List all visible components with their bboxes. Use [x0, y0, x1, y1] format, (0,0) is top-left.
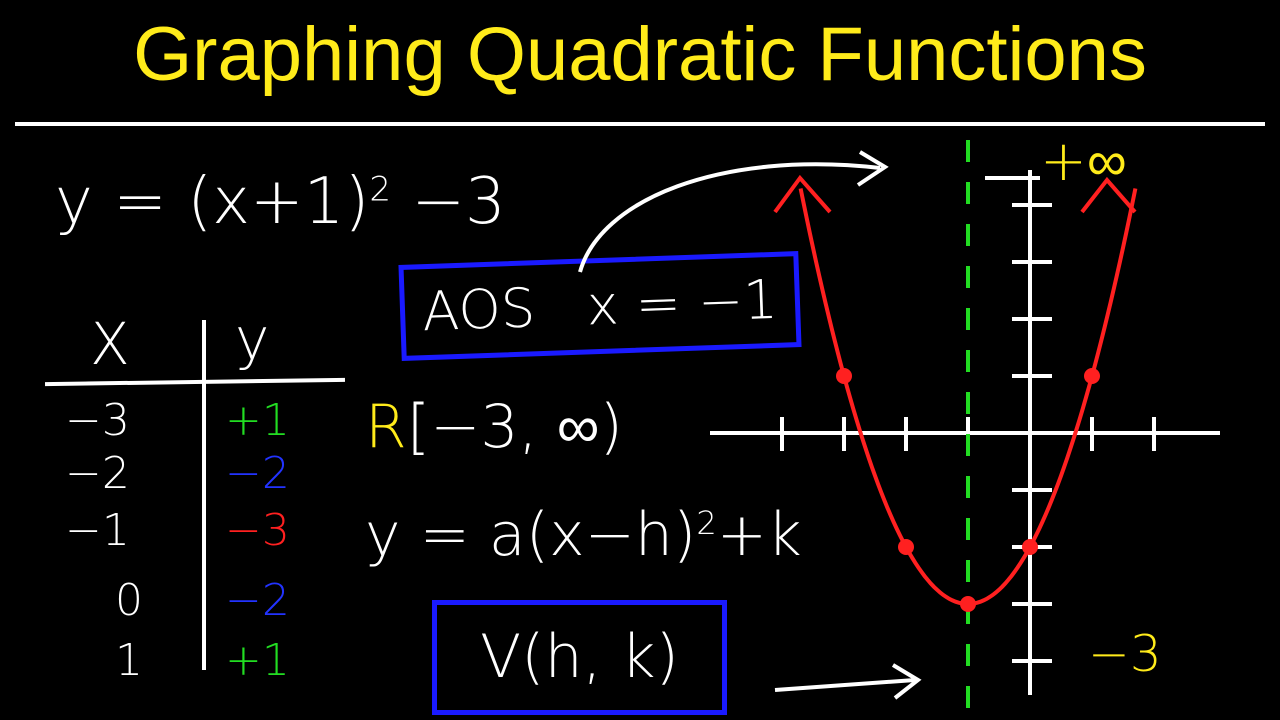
- table-cell-y: −2: [225, 448, 290, 499]
- equation: y = (x+1)2 −3: [55, 165, 506, 239]
- right-arrowhead: [1080, 176, 1137, 214]
- equation-exponent: 2: [369, 169, 391, 210]
- range-letter: R: [365, 392, 407, 462]
- plus-infinity-label: +∞: [1040, 129, 1127, 194]
- table-cell-y: +1: [225, 635, 290, 686]
- annotation-arrowhead-aos: [856, 150, 889, 187]
- table-cell-x: −3: [65, 395, 130, 446]
- table-header-x: X: [90, 310, 130, 378]
- equation-lhs: y = (x+1): [55, 165, 370, 239]
- vertex-form-exponent: 2: [696, 504, 717, 542]
- left-arrowhead: [773, 174, 832, 214]
- vertex-box: V(h, k): [432, 600, 727, 715]
- table-cell-y: −3: [225, 505, 290, 556]
- table-cell-x: −1: [65, 505, 130, 556]
- vertex-form-lhs: y = a(x−h): [365, 500, 697, 570]
- title-divider: [15, 122, 1265, 126]
- parabola-point: [898, 539, 914, 555]
- parabola-point: [836, 368, 852, 384]
- table-cell-y: +1: [225, 395, 290, 446]
- parabola-point: [1084, 368, 1100, 384]
- annotation-arrow-aos: [578, 162, 881, 273]
- table-header-y: y: [235, 305, 270, 373]
- parabola-point: [960, 596, 976, 612]
- table-cell-x: −2: [65, 448, 130, 499]
- annotation-arrow-vertex: [774, 663, 922, 700]
- vertex-form: y = a(x−h)2+k: [365, 500, 802, 570]
- page-title: Graphing Quadratic Functions: [133, 12, 1147, 97]
- min-value-label: −3: [1088, 625, 1162, 683]
- range-interval: [−3, ∞): [406, 392, 623, 462]
- equation-rhs: −3: [390, 165, 506, 239]
- table-cell-y: −2: [225, 575, 290, 626]
- vertex-form-rhs: +k: [716, 500, 802, 570]
- table-cell-x: 0: [115, 575, 143, 626]
- parabola-point: [1022, 539, 1038, 555]
- range: R[−3, ∞): [365, 392, 623, 462]
- table-cell-x: 1: [115, 635, 143, 686]
- table-vertical-line: [202, 320, 206, 670]
